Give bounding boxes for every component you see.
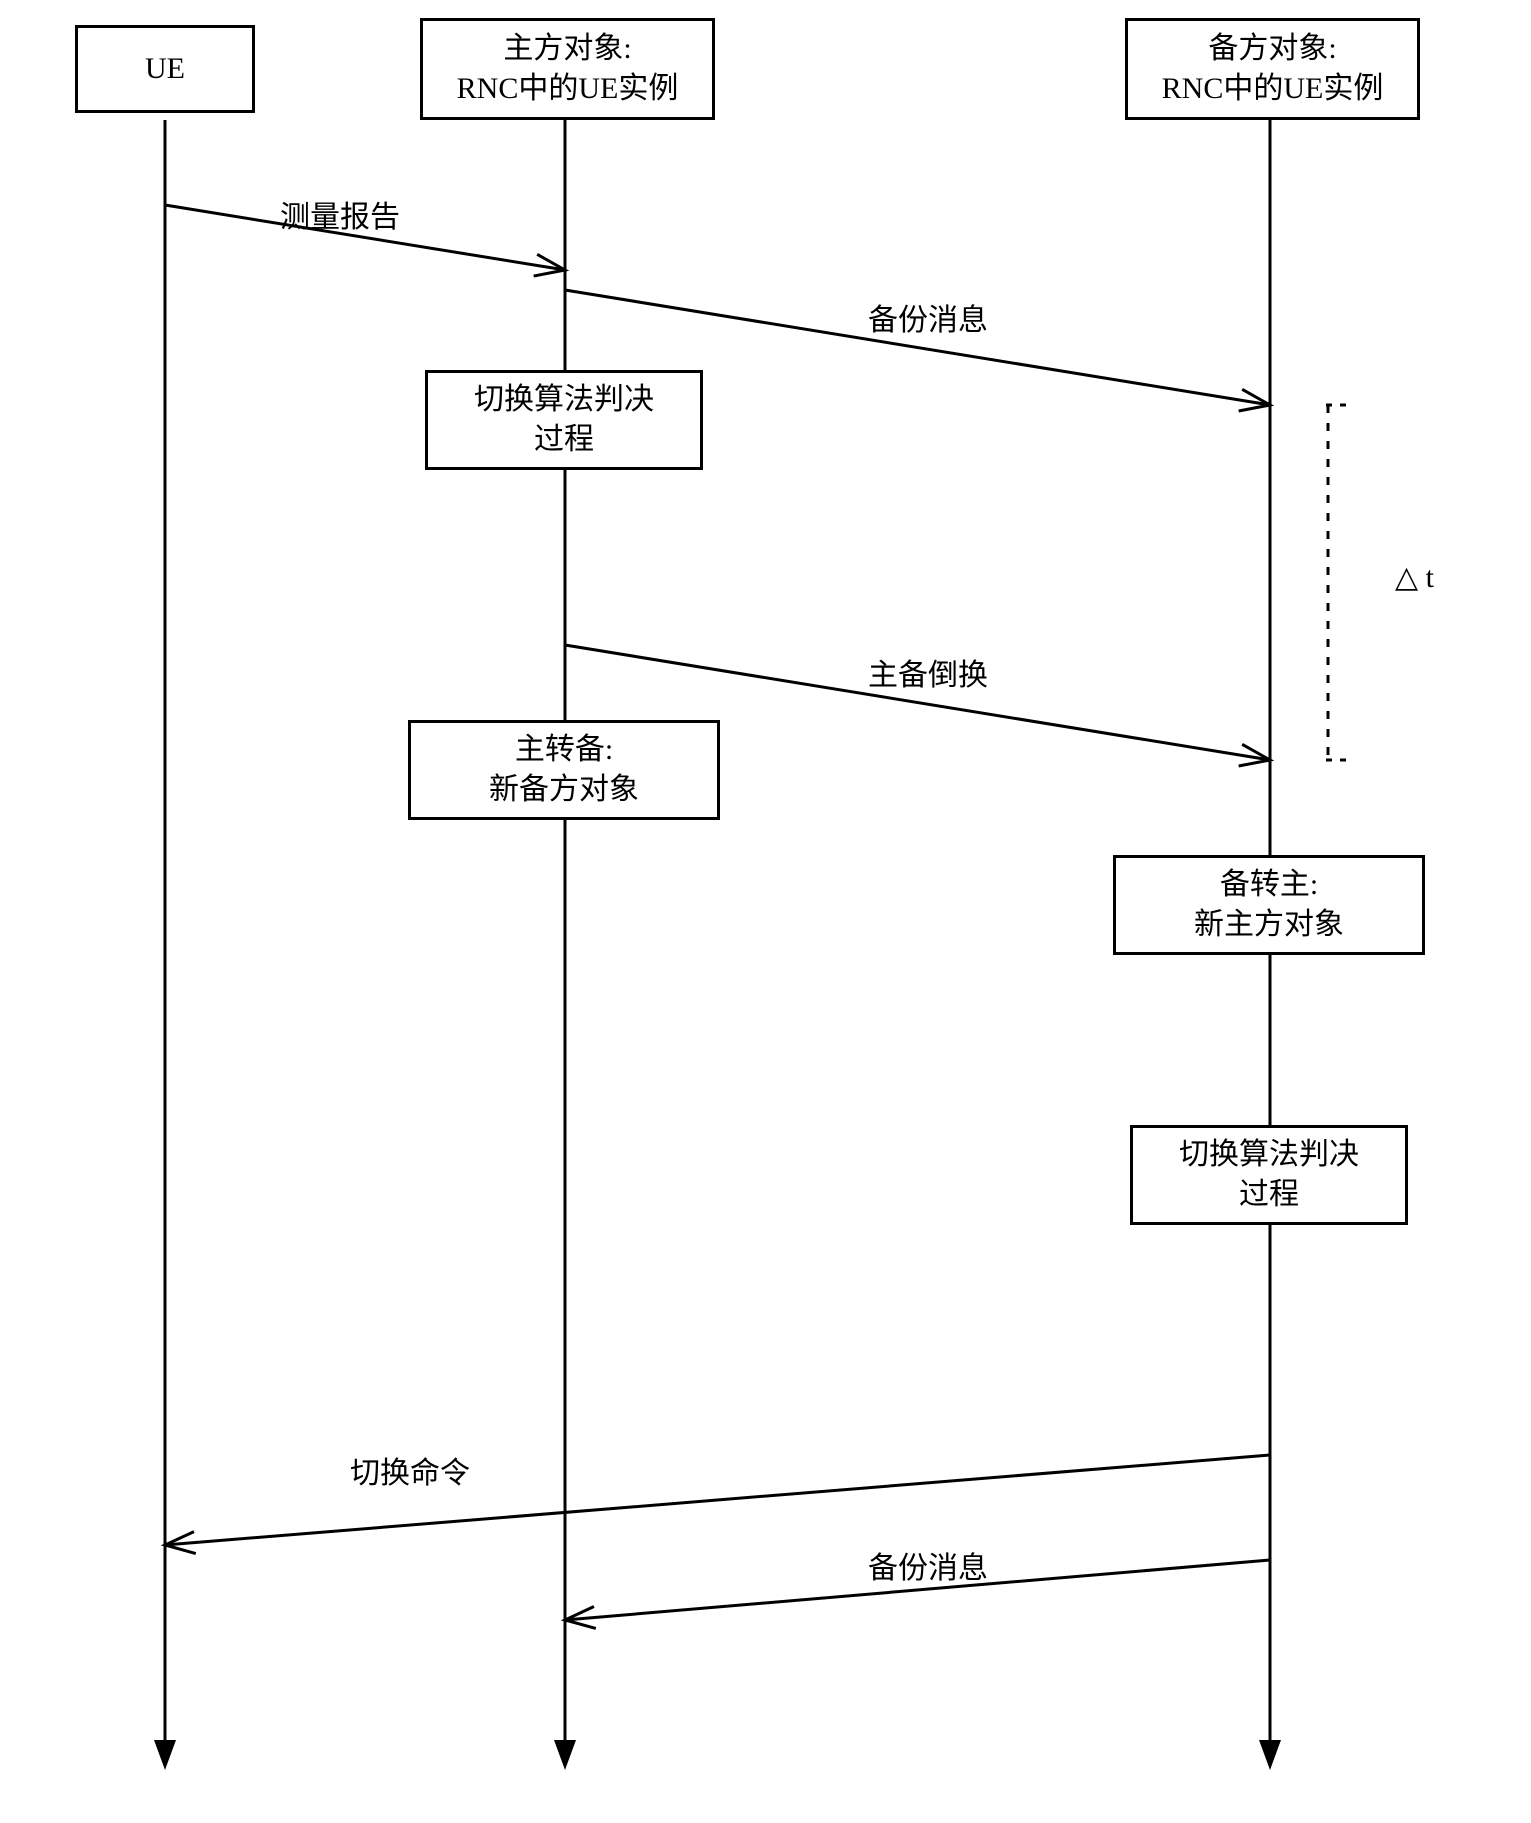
activity-primary-to-standby-line1: 主转备: (515, 730, 613, 771)
participant-primary: 主方对象: RNC中的UE实例 (420, 18, 715, 120)
activity-standby-to-primary: 备转主: 新主方对象 (1113, 855, 1425, 955)
message-switchover-label: 主备倒换 (868, 650, 988, 694)
activity-handover-decision-standby-line2: 过程 (1239, 1175, 1299, 1216)
participant-standby-line2: RNC中的UE实例 (1162, 69, 1384, 110)
activity-standby-to-primary-line2: 新主方对象 (1194, 905, 1344, 946)
activity-primary-to-standby-line2: 新备方对象 (489, 770, 639, 811)
activity-handover-decision-standby: 切换算法判决 过程 (1130, 1125, 1408, 1225)
participant-primary-line2: RNC中的UE实例 (457, 69, 679, 110)
participant-standby-line1: 备方对象: (1208, 29, 1336, 70)
message-handover-cmd-label: 切换命令 (350, 1448, 470, 1492)
participant-standby: 备方对象: RNC中的UE实例 (1125, 18, 1420, 120)
message-backup-1-label: 备份消息 (868, 295, 988, 339)
activity-handover-decision-standby-line1: 切换算法判决 (1179, 1135, 1359, 1176)
participant-ue-label: UE (145, 49, 185, 90)
activity-handover-decision-primary: 切换算法判决 过程 (425, 370, 703, 470)
activity-primary-to-standby: 主转备: 新备方对象 (408, 720, 720, 820)
message-measurement-report-label: 测量报告 (280, 192, 400, 236)
activity-handover-decision-primary-line1: 切换算法判决 (474, 380, 654, 421)
message-backup-2-label: 备份消息 (868, 1543, 988, 1587)
participant-ue: UE (75, 25, 255, 113)
delta-t-label: △ t (1395, 560, 1434, 595)
activity-standby-to-primary-line1: 备转主: (1220, 865, 1318, 906)
activity-handover-decision-primary-line2: 过程 (534, 420, 594, 461)
participant-primary-line1: 主方对象: (503, 29, 631, 70)
